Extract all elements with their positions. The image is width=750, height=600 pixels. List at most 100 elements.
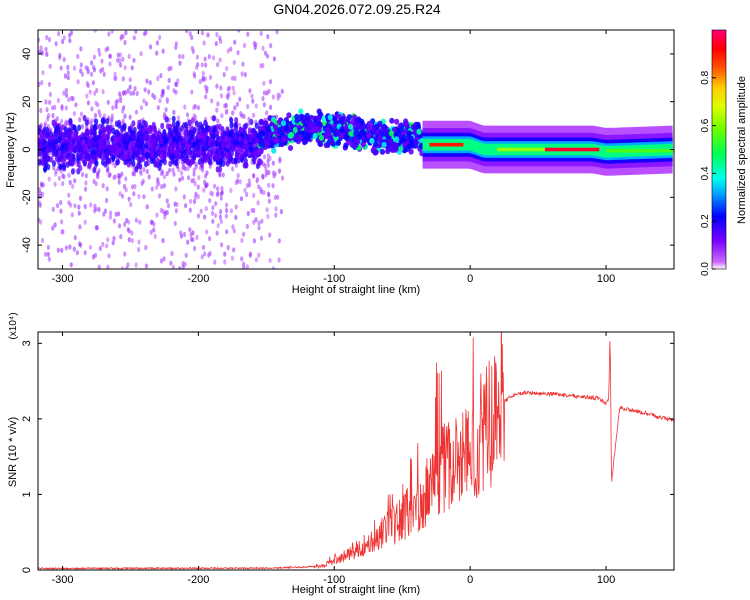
noise-blob <box>152 227 156 233</box>
noise-blob <box>208 236 212 242</box>
core-blob <box>56 131 61 138</box>
y-tick-label: 0 <box>21 567 33 573</box>
noise-blob <box>259 235 264 241</box>
core-blob <box>76 161 81 168</box>
core-blob <box>175 120 180 127</box>
noise-blob <box>200 254 204 260</box>
ridge-blob <box>318 134 324 141</box>
core-blob <box>41 128 46 135</box>
core-blob <box>151 133 156 140</box>
core-blob <box>107 148 111 156</box>
noise-blob <box>232 228 236 234</box>
core-blob <box>194 120 199 128</box>
core-blob <box>100 133 105 140</box>
noise-blob <box>132 57 136 63</box>
noise-blob <box>124 187 128 193</box>
noise-blob <box>233 105 237 111</box>
core-blob <box>87 145 92 153</box>
ridge-blob <box>399 125 405 132</box>
noise-blob <box>142 167 146 173</box>
tone-core <box>544 147 600 152</box>
noise-blob <box>274 212 278 218</box>
ridge-blob <box>266 126 272 133</box>
noise-blob <box>226 86 230 92</box>
noise-blob <box>110 30 114 34</box>
noise-blob <box>111 240 115 246</box>
core-blob <box>169 144 173 152</box>
noise-blob <box>105 243 109 249</box>
noise-blob <box>39 219 43 225</box>
core-blob <box>92 166 97 174</box>
noise-blob <box>97 264 101 269</box>
core-blob <box>145 151 149 159</box>
ridge-blob <box>257 125 263 132</box>
noise-blob <box>256 200 260 206</box>
core-blob <box>157 164 162 172</box>
noise-blob <box>56 97 61 104</box>
noise-blob <box>205 170 209 176</box>
noise-blob <box>47 176 51 182</box>
noise-blob <box>93 90 97 96</box>
ridge-blob <box>394 136 400 143</box>
core-blob <box>179 135 184 142</box>
core-blob <box>173 142 178 149</box>
noise-blob <box>262 90 266 96</box>
x-tick-label: -200 <box>187 273 209 285</box>
noise-blob <box>139 105 144 111</box>
core-blob <box>64 145 69 152</box>
y-tick-label: 20 <box>21 96 33 108</box>
ridge-blob <box>383 130 389 137</box>
noise-blob <box>225 66 229 72</box>
noise-blob <box>199 208 203 214</box>
core-blob <box>81 139 86 146</box>
core-blob <box>92 124 97 131</box>
noise-blob <box>131 184 135 190</box>
noise-blob <box>113 71 117 77</box>
noise-blob <box>216 223 220 229</box>
noise-blob <box>84 173 88 179</box>
noise-blob <box>168 167 172 173</box>
noise-blob <box>194 161 198 167</box>
noise-blob <box>62 90 66 96</box>
noise-blob <box>271 160 275 166</box>
noise-blob <box>268 232 272 238</box>
core-blob <box>235 152 239 159</box>
core-blob <box>251 131 256 138</box>
noise-blob <box>92 54 96 60</box>
core-blob <box>171 128 175 135</box>
noise-blob <box>193 245 197 251</box>
noise-blob <box>231 85 235 91</box>
noise-blob <box>120 193 125 199</box>
noise-blob <box>38 187 41 193</box>
noise-blob <box>149 219 153 225</box>
core-blob <box>234 117 239 124</box>
core-blob <box>87 154 92 161</box>
noise-blob <box>128 114 132 120</box>
noise-blob <box>144 263 148 269</box>
core-blob <box>113 136 118 143</box>
ridge-blob <box>286 112 292 119</box>
noise-blob <box>132 171 136 177</box>
noise-blob <box>267 198 271 204</box>
core-blob <box>137 156 142 163</box>
noise-blob <box>203 214 207 220</box>
noise-blob <box>161 169 165 175</box>
noise-blob <box>127 228 131 234</box>
core-blob <box>229 117 234 124</box>
core-blob <box>88 160 92 167</box>
core-blob <box>254 122 259 129</box>
noise-blob <box>66 64 70 70</box>
core-blob <box>84 119 89 126</box>
noise-blob <box>215 83 219 89</box>
noise-blob <box>219 38 223 45</box>
y-tick-label: 1 <box>21 491 33 497</box>
core-blob <box>52 160 56 167</box>
noise-blob <box>158 34 162 41</box>
core-blob <box>164 145 169 152</box>
core-blob <box>225 126 230 133</box>
ridge-blob <box>339 116 346 123</box>
noise-blob <box>195 64 199 70</box>
noise-blob <box>101 241 105 247</box>
core-blob <box>207 150 212 157</box>
